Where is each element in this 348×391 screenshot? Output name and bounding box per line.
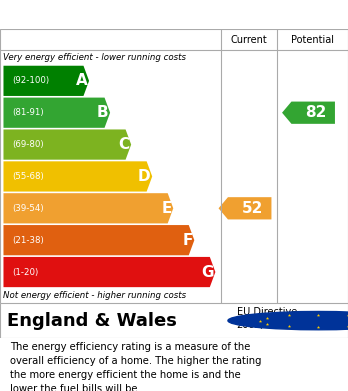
- Polygon shape: [3, 225, 194, 255]
- Text: Potential: Potential: [291, 34, 334, 45]
- Circle shape: [228, 312, 348, 330]
- Text: (21-38): (21-38): [12, 236, 44, 245]
- Text: 82: 82: [305, 105, 326, 120]
- Polygon shape: [219, 197, 271, 219]
- Polygon shape: [3, 257, 215, 287]
- Text: Not energy efficient - higher running costs: Not energy efficient - higher running co…: [3, 291, 187, 300]
- Text: G: G: [201, 265, 214, 280]
- Polygon shape: [3, 161, 152, 192]
- Text: EU Directive
2002/91/EC: EU Directive 2002/91/EC: [237, 307, 297, 330]
- Polygon shape: [3, 98, 110, 128]
- Text: 52: 52: [242, 201, 263, 216]
- Text: C: C: [118, 137, 129, 152]
- Text: (39-54): (39-54): [12, 204, 44, 213]
- Polygon shape: [3, 129, 131, 160]
- Polygon shape: [3, 66, 89, 96]
- Text: F: F: [182, 233, 192, 248]
- Text: E: E: [161, 201, 172, 216]
- Text: A: A: [76, 74, 87, 88]
- Text: (55-68): (55-68): [12, 172, 44, 181]
- Text: England & Wales: England & Wales: [7, 312, 177, 330]
- Text: The energy efficiency rating is a measure of the
overall efficiency of a home. T: The energy efficiency rating is a measur…: [10, 343, 262, 391]
- Text: D: D: [138, 169, 150, 184]
- Text: Current: Current: [230, 34, 267, 45]
- Text: (69-80): (69-80): [12, 140, 44, 149]
- Text: (81-91): (81-91): [12, 108, 44, 117]
- Text: (92-100): (92-100): [12, 76, 49, 85]
- Polygon shape: [3, 193, 173, 223]
- Text: (1-20): (1-20): [12, 267, 38, 276]
- Text: B: B: [97, 105, 108, 120]
- Text: Energy Efficiency Rating: Energy Efficiency Rating: [50, 5, 298, 24]
- Polygon shape: [282, 102, 335, 124]
- Text: Very energy efficient - lower running costs: Very energy efficient - lower running co…: [3, 53, 187, 62]
